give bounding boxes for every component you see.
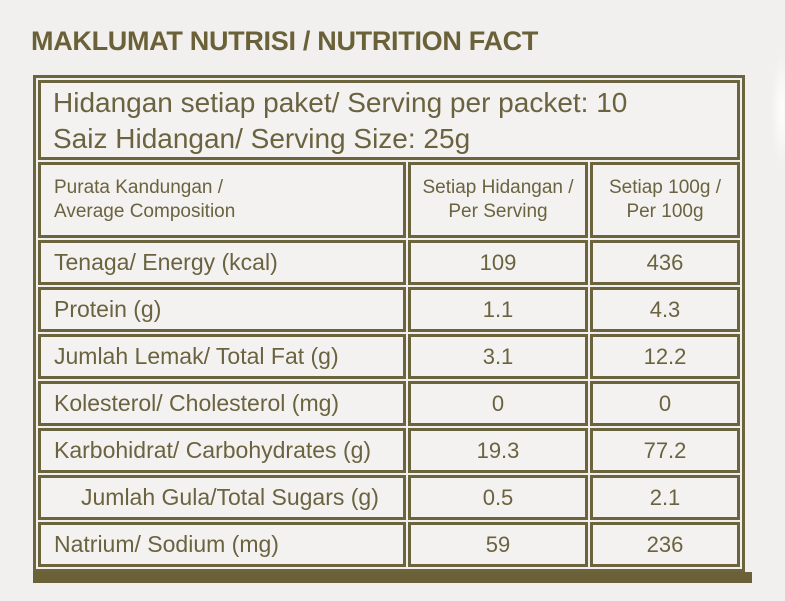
row-value-per-100g: 12.2 xyxy=(590,334,740,379)
row-value-per-serving: 0 xyxy=(408,381,588,426)
row-label: Protein (g) xyxy=(38,287,406,332)
column-header-per-serving: Setiap Hidangan / Per Serving xyxy=(408,162,588,238)
column-header-line2: Per Serving xyxy=(448,201,548,222)
row-value-per-100g: 236 xyxy=(590,522,740,567)
column-header-line2: Per 100g xyxy=(626,201,704,222)
row-value-per-serving: 109 xyxy=(408,240,588,285)
serving-per-packet-text: Hidangan setiap paket/ Serving per packe… xyxy=(53,87,628,118)
row-value-per-serving: 19.3 xyxy=(408,428,588,473)
row-label: Kolesterol/ Cholesterol (mg) xyxy=(38,381,406,426)
row-value-per-100g: 77.2 xyxy=(590,428,740,473)
column-header-line1: Setiap 100g / xyxy=(609,177,721,198)
row-value-per-100g: 0 xyxy=(590,381,740,426)
serving-info-box: Hidangan setiap paket/ Serving per packe… xyxy=(38,80,740,160)
row-value-per-serving: 1.1 xyxy=(408,287,588,332)
table-bottom-bar xyxy=(33,572,752,583)
column-header-line1: Setiap Hidangan / xyxy=(422,177,574,198)
row-value-per-serving: 0.5 xyxy=(408,475,588,520)
nutrition-table: Hidangan setiap paket/ Serving per packe… xyxy=(33,75,745,572)
column-header-line2: Average Composition xyxy=(54,201,236,222)
serving-size-text: Saiz Hidangan/ Serving Size: 25g xyxy=(53,123,471,154)
row-label: Karbohidrat/ Carbohydrates (g) xyxy=(38,428,406,473)
table-grid: Purata Kandungan / Average Composition S… xyxy=(38,162,740,567)
row-label: Tenaga/ Energy (kcal) xyxy=(38,240,406,285)
row-label: Jumlah Lemak/ Total Fat (g) xyxy=(38,334,406,379)
row-label: Jumlah Gula/Total Sugars (g) xyxy=(38,475,406,520)
row-value-per-serving: 59 xyxy=(408,522,588,567)
row-value-per-serving: 3.1 xyxy=(408,334,588,379)
column-header-line1: Purata Kandungan / xyxy=(54,177,224,198)
column-header-average-composition: Purata Kandungan / Average Composition xyxy=(38,162,406,238)
row-label: Natrium/ Sodium (mg) xyxy=(38,522,406,567)
page-edge-highlight xyxy=(771,52,785,167)
row-value-per-100g: 2.1 xyxy=(590,475,740,520)
row-value-per-100g: 436 xyxy=(590,240,740,285)
row-value-per-100g: 4.3 xyxy=(590,287,740,332)
column-header-per-100g: Setiap 100g / Per 100g xyxy=(590,162,740,238)
page-title: MAKLUMAT NUTRISI / NUTRITION FACT xyxy=(31,26,539,56)
